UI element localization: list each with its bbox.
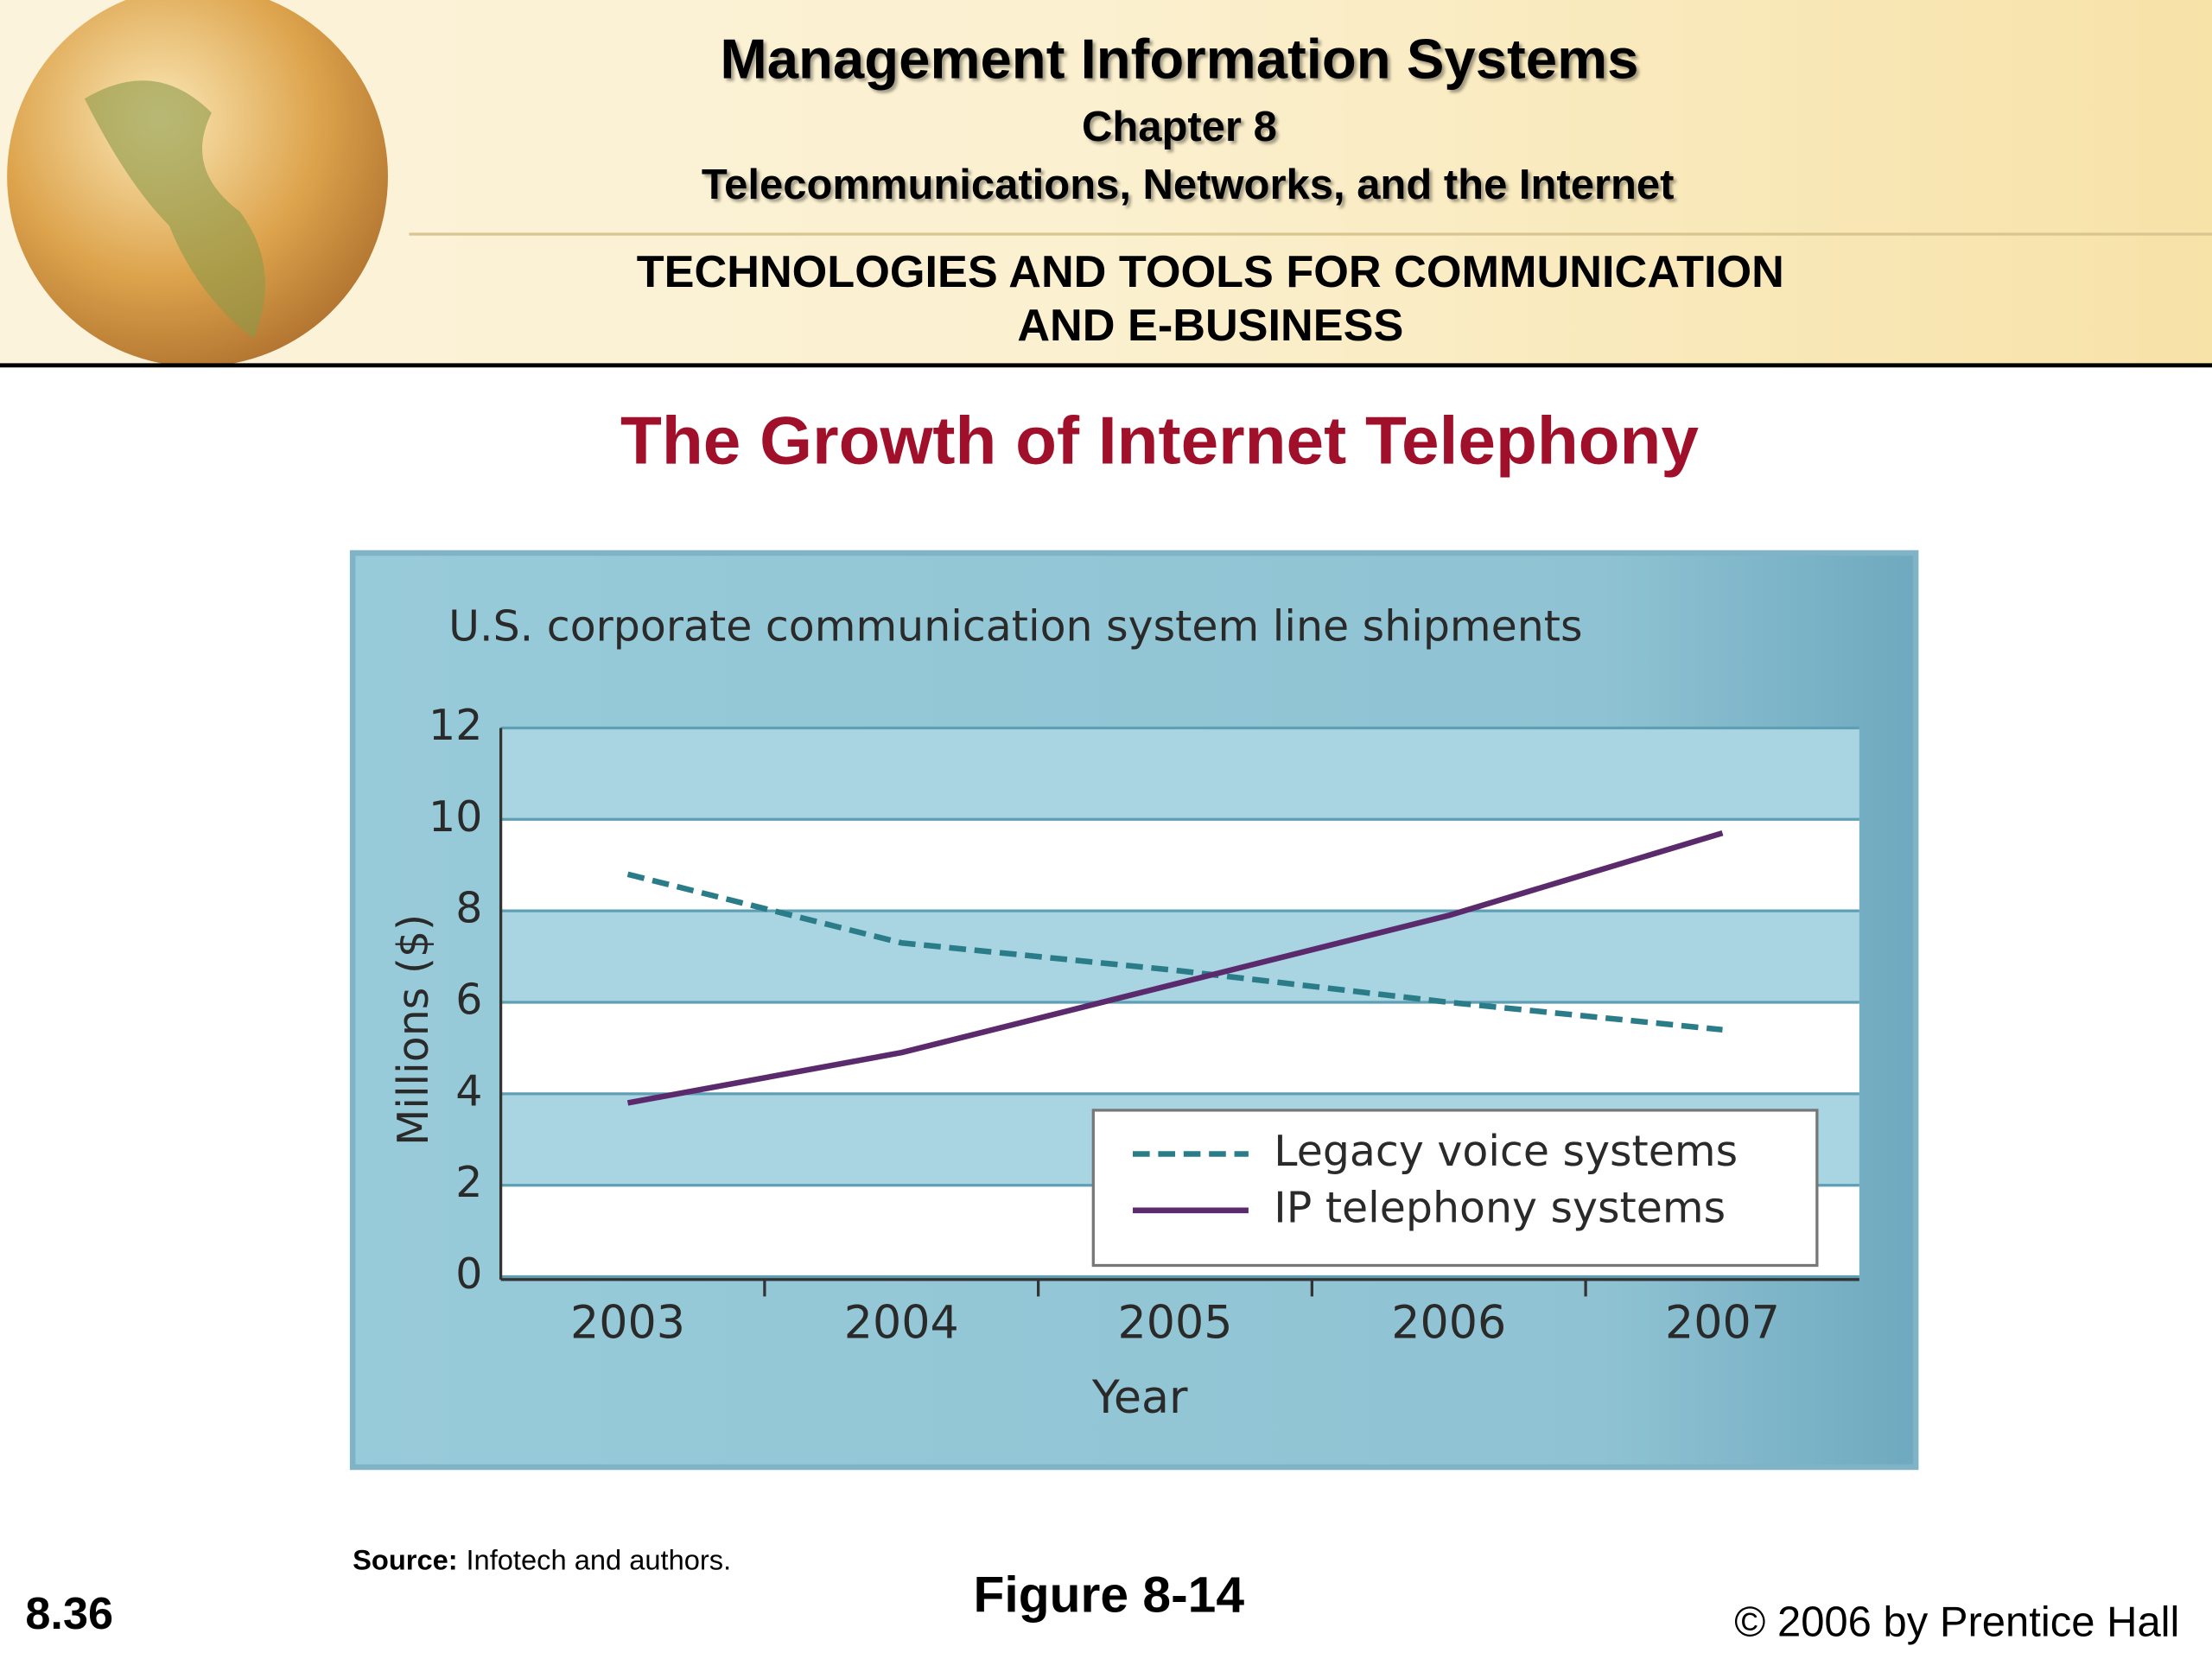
chapter: Chapter 8 bbox=[1082, 104, 1277, 150]
grid-band bbox=[500, 911, 1859, 1002]
copyright: © 2006 by Prentice Hall bbox=[1734, 1599, 2179, 1646]
x-tick-label: 2007 bbox=[1665, 1298, 1780, 1350]
y-tick-label: 10 bbox=[429, 792, 482, 842]
grid-band bbox=[500, 728, 1859, 820]
chapter-title: Telecommunications, Networks, and the In… bbox=[702, 162, 1675, 208]
x-tick-label: 2005 bbox=[1118, 1298, 1233, 1350]
grid-band bbox=[500, 1002, 1859, 1094]
grid-band bbox=[500, 819, 1859, 912]
series-line bbox=[626, 871, 1723, 1033]
x-tick-label: 2004 bbox=[844, 1298, 959, 1350]
y-tick-label: 12 bbox=[429, 701, 482, 750]
x-tick-label: 2003 bbox=[570, 1298, 685, 1350]
plot: 0 2 4 6 8 10 12 2003 2004 2005 2006 2007 Legacy voic… bbox=[429, 701, 1859, 1350]
x-axis-label: Year bbox=[1091, 1372, 1188, 1424]
legend-box bbox=[1091, 1109, 1819, 1268]
y-tick-label: 0 bbox=[455, 1249, 482, 1299]
section-title: TECHNOLOGIES AND TOOLS FOR COMMUNICATION bbox=[637, 247, 1784, 297]
source-label: Source: bbox=[353, 1543, 458, 1575]
y-tick-label: 4 bbox=[455, 1066, 482, 1116]
section-title: AND E-BUSINESS bbox=[1017, 301, 1403, 351]
y-axis-label: Millions ($) bbox=[389, 914, 438, 1146]
legend-label: Legacy voice systems bbox=[1274, 1127, 1738, 1176]
figure-label: Figure 8-14 bbox=[974, 1567, 1245, 1623]
slide-number: 8.36 bbox=[25, 1589, 113, 1639]
source-text: Infotech and authors. bbox=[466, 1543, 731, 1575]
header-title: Management Information Systems bbox=[720, 28, 1638, 91]
series-line bbox=[626, 830, 1724, 1106]
x-tick-label: 2006 bbox=[1391, 1298, 1506, 1350]
chart-title: The Growth of Internet Telephony bbox=[620, 403, 1699, 479]
chart-subtitle: U.S. corporate communication system line… bbox=[448, 602, 1582, 652]
y-tick-label: 6 bbox=[455, 975, 482, 1024]
globe-land bbox=[84, 80, 265, 339]
y-tick-label: 8 bbox=[455, 884, 482, 933]
source: Source: Infotech and authors. bbox=[353, 1543, 731, 1575]
legend-label: IP telephony systems bbox=[1274, 1183, 1726, 1232]
y-tick-label: 2 bbox=[455, 1158, 482, 1207]
